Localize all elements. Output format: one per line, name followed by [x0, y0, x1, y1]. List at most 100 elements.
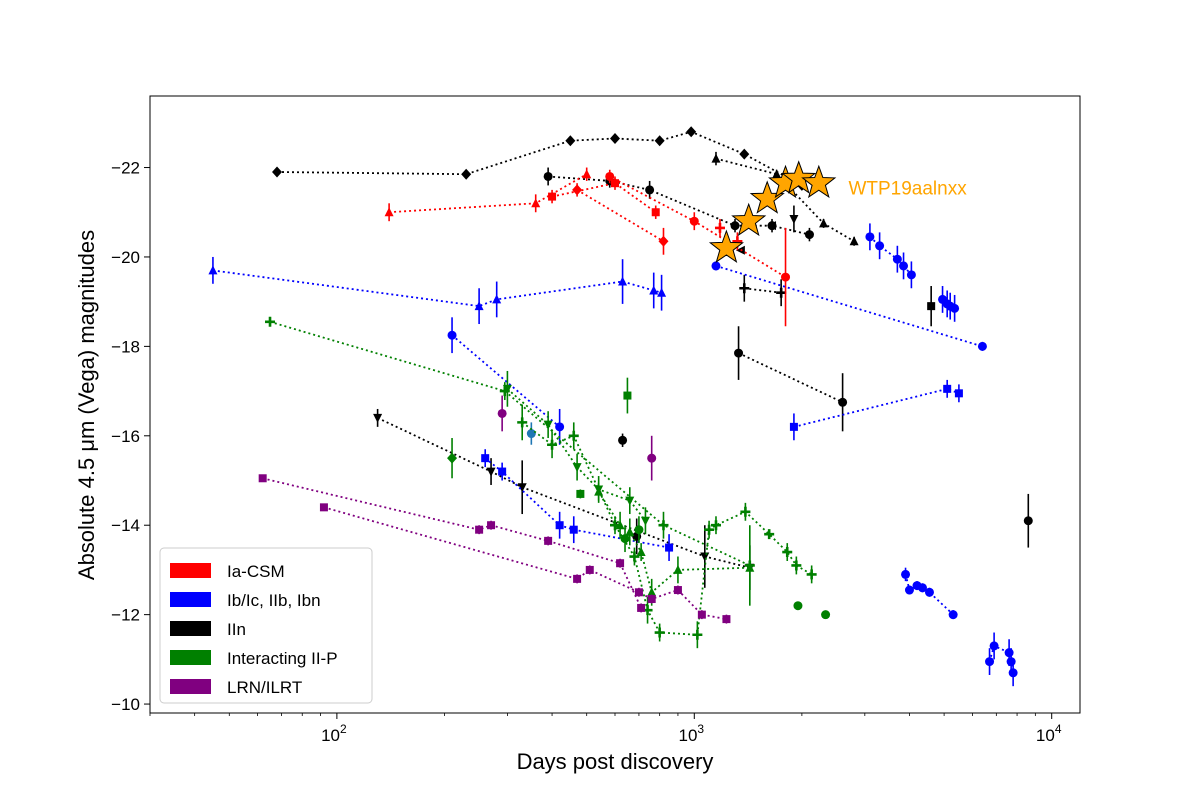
data-point-1-2	[645, 185, 655, 195]
data-point-29-1	[615, 520, 625, 530]
data-point-29-3	[636, 547, 646, 557]
data-point-27-8	[704, 524, 715, 535]
data-point-23-0	[901, 569, 911, 579]
data-point-35-0	[319, 503, 328, 512]
y-tick-label-3: −16	[111, 427, 140, 446]
data-point-21-1	[555, 422, 565, 432]
data-point-16-1	[474, 301, 484, 311]
series-ib-j	[526, 422, 536, 445]
data-point-29-0	[594, 486, 604, 496]
series-line-11	[389, 173, 588, 214]
series-iin-f	[739, 274, 787, 307]
data-point-24-0	[985, 657, 995, 667]
series-ib-b	[711, 261, 987, 351]
plot-area	[208, 126, 1033, 687]
data-point-27-7	[692, 629, 703, 640]
data-point-1-5	[804, 230, 814, 240]
data-point-32-0	[793, 601, 803, 611]
data-point-33-1	[634, 525, 644, 535]
data-point-23-5	[948, 610, 958, 620]
legend-swatch-3	[170, 650, 211, 665]
data-point-17-0	[711, 261, 721, 271]
data-point-11-2	[582, 169, 592, 179]
data-point-34-0	[258, 474, 267, 483]
legend-swatch-2	[170, 621, 211, 636]
series-iin-d	[734, 326, 848, 432]
y-axis: −22 −20 −18 −16 −14 −12 −10	[111, 159, 150, 714]
data-point-28-5	[640, 516, 650, 526]
legend-box	[159, 547, 373, 704]
data-point-4-2	[517, 483, 527, 493]
data-point-2-0	[711, 153, 721, 163]
series-line-13	[576, 189, 664, 243]
series-iacsm-a	[384, 167, 592, 222]
series-iin-e	[373, 408, 755, 591]
series-ib-a	[208, 256, 667, 325]
data-point-32-1	[821, 610, 831, 620]
data-point-31-1	[623, 391, 632, 400]
x-axis: 102 103 104	[149, 713, 1062, 745]
series-ib-c	[865, 223, 916, 289]
data-point-20-2	[954, 389, 963, 398]
series-iin-a	[272, 126, 807, 191]
data-point-0-0	[272, 166, 283, 178]
data-point-33-0	[620, 534, 630, 544]
series-line-14	[609, 175, 786, 278]
data-point-24-3	[1006, 657, 1016, 667]
data-point-27-2	[568, 430, 579, 441]
data-point-37-4	[781, 160, 817, 194]
series-iin-g	[789, 205, 799, 233]
data-point-23-3	[917, 583, 927, 593]
data-point-5-1	[776, 287, 787, 298]
data-point-4-3	[700, 552, 710, 562]
series-iacsm-c	[572, 183, 669, 255]
series-line-26	[269, 320, 751, 567]
data-point-0-5	[686, 126, 697, 138]
data-point-11-1	[531, 198, 541, 208]
data-point-35-7	[722, 615, 731, 624]
data-point-0-6	[739, 148, 750, 160]
data-point-12-2	[651, 208, 660, 217]
data-point-36-1	[647, 453, 657, 463]
data-point-29-4	[647, 587, 657, 597]
data-point-11-0	[384, 207, 394, 217]
data-point-2-2	[819, 218, 829, 228]
legend-label-0: Ia-CSM	[227, 562, 285, 581]
series-iip-h	[620, 516, 644, 553]
series-line-1	[548, 175, 810, 236]
y-tick-label-5: −12	[111, 606, 140, 625]
legend-label-2: IIn	[227, 620, 246, 639]
data-point-23-4	[924, 587, 934, 597]
series-line-28	[506, 388, 647, 522]
data-point-7-1	[767, 221, 777, 231]
data-point-35-1	[573, 574, 582, 583]
data-point-35-2	[585, 565, 594, 574]
legend-swatch-0	[170, 563, 211, 578]
series-line-34	[262, 477, 642, 609]
data-point-0-1	[461, 168, 472, 180]
data-point-16-4	[649, 285, 659, 295]
data-point-27-10	[740, 506, 751, 517]
data-point-27-4	[629, 551, 640, 562]
series-ib-i	[985, 632, 1018, 687]
data-point-19-3	[950, 303, 960, 313]
data-point-28-0	[502, 384, 512, 394]
data-point-8-1	[1023, 516, 1033, 526]
series-line-17	[715, 265, 983, 348]
data-point-4-0	[373, 413, 383, 423]
data-point-27-13	[791, 560, 802, 571]
legend-label-4: LRN/ILRT	[227, 678, 302, 697]
series-line-21	[451, 334, 561, 428]
data-point-14-0	[605, 171, 615, 181]
series-line-16	[212, 269, 662, 308]
data-point-31-0	[576, 489, 585, 498]
data-point-18-0	[865, 232, 875, 242]
data-point-2-1	[772, 169, 782, 179]
series-line-2	[715, 157, 855, 243]
data-point-18-4	[906, 270, 916, 280]
data-point-13-0	[572, 184, 583, 196]
data-point-0-4	[654, 135, 665, 147]
series-lrn-a	[258, 474, 646, 613]
data-point-6-0	[789, 214, 799, 224]
